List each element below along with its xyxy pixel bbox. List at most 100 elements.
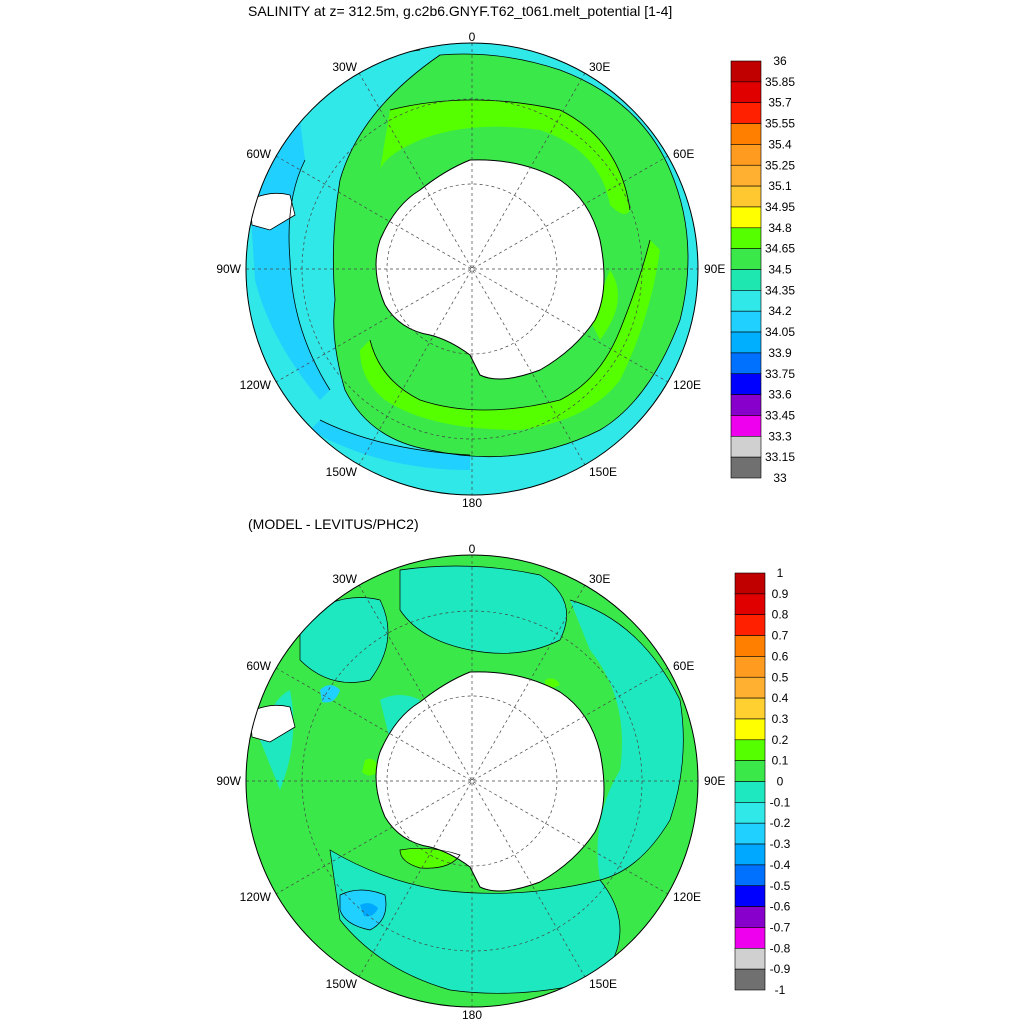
colorbar-swatch bbox=[730, 123, 762, 145]
colorbar-label: 35.7 bbox=[768, 96, 792, 110]
colorbar-swatch bbox=[734, 676, 766, 699]
lon-label-30w: 30W bbox=[332, 60, 357, 74]
bottom-panel-title: (MODEL - LEVITUS/PHC2) bbox=[248, 516, 419, 532]
colorbar-swatch bbox=[734, 781, 766, 803]
colorbar-swatch bbox=[734, 614, 766, 636]
colorbar-label: 34.65 bbox=[765, 242, 795, 256]
colorbar-label: -0.8 bbox=[770, 941, 791, 955]
colorbar-label: 0.5 bbox=[772, 670, 789, 684]
colorbar-label: 33.6 bbox=[768, 388, 792, 402]
colorbar-label: -0.5 bbox=[770, 879, 791, 893]
lon-label-30w: 30W bbox=[332, 572, 357, 586]
colorbar-label: 0.4 bbox=[772, 691, 789, 705]
lon-label-30e: 30E bbox=[589, 572, 610, 586]
lon-label-60e: 60E bbox=[673, 659, 694, 673]
colorbar-label: 35.55 bbox=[765, 117, 795, 131]
colorbar-label: -1 bbox=[775, 983, 786, 997]
lon-label-90w: 90W bbox=[216, 774, 241, 788]
lon-label-120w: 120W bbox=[240, 890, 272, 904]
colorbar-label: 33.75 bbox=[765, 367, 795, 381]
colorbar-label: -0.4 bbox=[770, 858, 791, 872]
lon-label-60w: 60W bbox=[246, 659, 271, 673]
lon-label-0: 0 bbox=[469, 30, 476, 44]
lon-label-180: 180 bbox=[462, 496, 482, 510]
colorbar-swatch bbox=[730, 352, 762, 375]
colorbar-label: 33.15 bbox=[765, 450, 795, 464]
colorbar-swatch bbox=[734, 572, 766, 595]
anomaly-field-neg bbox=[400, 566, 567, 654]
lon-label-0: 0 bbox=[469, 542, 476, 556]
lon-label-60e: 60E bbox=[673, 147, 694, 161]
colorbar-swatch bbox=[730, 164, 762, 187]
colorbar-label: 33.3 bbox=[768, 429, 792, 443]
colorbar-label: -0.9 bbox=[770, 962, 791, 976]
colorbar-swatch bbox=[730, 185, 762, 208]
colorbar-swatch bbox=[730, 456, 762, 479]
bottom-map-graticule bbox=[246, 555, 698, 1007]
colorbar-label: 33.9 bbox=[768, 346, 792, 360]
lon-label-120e: 120E bbox=[673, 890, 701, 904]
top-polar-map: 0 180 90W 90E 30W 60W 120W 150W 30E 60E … bbox=[216, 30, 725, 510]
lon-label-150e: 150E bbox=[589, 465, 617, 479]
colorbar-label: -0.7 bbox=[770, 920, 791, 934]
colorbar-swatch bbox=[730, 290, 762, 312]
colorbar-swatch bbox=[730, 310, 762, 333]
colorbar-label: 0.1 bbox=[772, 754, 789, 768]
colorbar-swatch bbox=[734, 697, 766, 720]
colorbar-swatch bbox=[734, 593, 766, 615]
colorbar-swatch bbox=[730, 60, 762, 83]
colorbar-swatch bbox=[730, 373, 762, 395]
top-panel-title: SALINITY at z= 312.5m, g.c2b6.GNYF.T62_t… bbox=[248, 3, 673, 19]
lon-label-90e: 90E bbox=[704, 774, 725, 788]
colorbar-label: 34.2 bbox=[768, 304, 792, 318]
lon-label-30e: 30E bbox=[589, 60, 610, 74]
colorbar-swatch bbox=[734, 968, 766, 991]
lon-label-120e: 120E bbox=[673, 378, 701, 392]
lon-label-150w: 150W bbox=[326, 977, 358, 991]
lon-label-150e: 150E bbox=[589, 977, 617, 991]
colorbar-label: 33.45 bbox=[765, 408, 795, 422]
colorbar-swatch bbox=[730, 269, 762, 291]
colorbar-label: 35.85 bbox=[765, 75, 795, 89]
lon-label-90w: 90W bbox=[216, 262, 241, 276]
colorbar-swatch bbox=[730, 227, 762, 249]
antarctica-landmass bbox=[375, 671, 605, 892]
colorbar-label: -0.1 bbox=[770, 795, 791, 809]
colorbar-swatch bbox=[734, 635, 766, 657]
colorbar-swatch bbox=[730, 435, 762, 458]
colorbar-swatch bbox=[734, 906, 766, 928]
colorbar-swatch bbox=[734, 927, 766, 949]
colorbar-swatch bbox=[730, 248, 762, 270]
colorbar-label: -0.2 bbox=[770, 816, 791, 830]
colorbar-label: 34.05 bbox=[765, 325, 795, 339]
colorbar-swatch bbox=[730, 206, 762, 229]
lon-label-180: 180 bbox=[462, 1008, 482, 1022]
colorbar-swatch bbox=[730, 81, 762, 103]
colorbar-label: 34.5 bbox=[768, 263, 792, 277]
top-map-graticule bbox=[246, 43, 698, 495]
colorbar-label: 34.8 bbox=[768, 221, 792, 235]
lon-label-120w: 120W bbox=[240, 378, 272, 392]
bottom-colorbar: 1 0.9 0.8 0.7 0.6 0.5 0.4 0.3 0.2 0.1 0 -0.1 -0.2 -0.… bbox=[734, 566, 791, 997]
colorbar-label: 0.3 bbox=[772, 712, 789, 726]
colorbar-swatch bbox=[730, 102, 762, 124]
colorbar-swatch bbox=[734, 718, 766, 741]
colorbar-label: 36 bbox=[773, 54, 787, 68]
colorbar-swatch bbox=[734, 802, 766, 824]
colorbar-swatch bbox=[734, 843, 766, 866]
anomaly-contours bbox=[299, 565, 684, 994]
colorbar-label: 35.4 bbox=[768, 137, 792, 151]
colorbar-label: 0.2 bbox=[772, 733, 789, 747]
colorbar-label: -0.6 bbox=[770, 900, 791, 914]
colorbar-label: 1 bbox=[777, 566, 784, 580]
colorbar-label: -0.3 bbox=[770, 837, 791, 851]
colorbar-label: 33 bbox=[773, 471, 787, 485]
top-colorbar: 36 35.85 35.7 35.55 35.4 35.25 35.1 34.95 34.8 34… bbox=[730, 54, 795, 485]
antarctica-landmass bbox=[375, 159, 605, 380]
colorbar-swatch bbox=[730, 394, 762, 416]
lon-label-150w: 150W bbox=[326, 465, 358, 479]
colorbar-label: 34.35 bbox=[765, 283, 795, 297]
bottom-polar-map: 0 180 90W 90E 30W 60W 120W 150W 30E 60E … bbox=[216, 542, 725, 1022]
colorbar-swatch bbox=[730, 415, 762, 437]
colorbar-label: 35.1 bbox=[768, 179, 792, 193]
